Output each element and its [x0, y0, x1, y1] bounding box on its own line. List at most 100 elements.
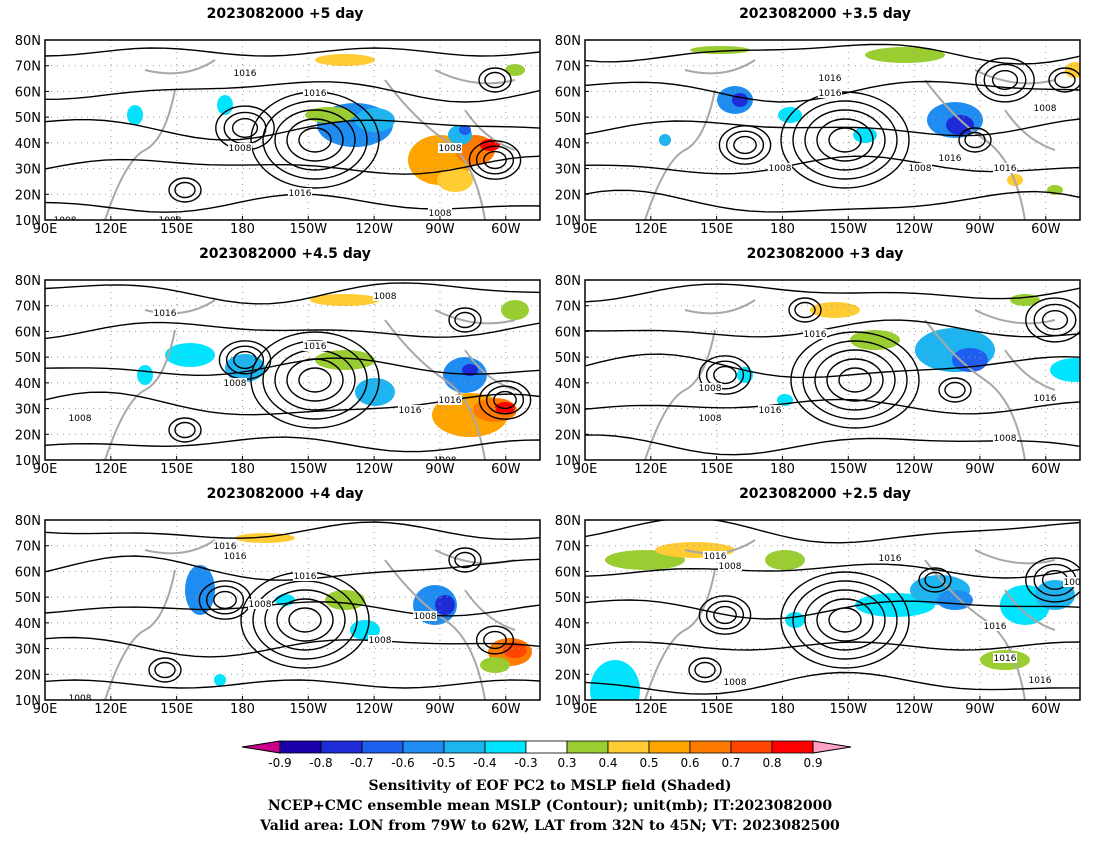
contour-label: 1008 — [429, 209, 452, 219]
mslp-contour — [205, 585, 245, 615]
contour-label: 1000 — [1064, 578, 1085, 588]
mslp-contour — [45, 47, 540, 57]
lon-tick-label: 60W — [491, 462, 521, 477]
contour-label-bg — [68, 693, 92, 700]
lon-tick-label: 90W — [965, 222, 995, 237]
colorbar-label: -0.9 — [268, 756, 291, 768]
mslp-contour — [713, 605, 737, 625]
lat-tick-label: 80N — [15, 514, 41, 529]
lon-tick-label: 90W — [425, 462, 455, 477]
lon-tick-label: 90E — [573, 462, 598, 477]
contour-label-bg — [1028, 675, 1052, 685]
contour-label-bg — [698, 413, 722, 423]
mslp-contour — [725, 130, 765, 160]
lat-tick-label: 40N — [15, 377, 41, 392]
contour-label-bg — [438, 143, 462, 153]
contour-label-bg — [1033, 103, 1057, 113]
contour-label-bg — [818, 73, 842, 83]
sensitivity-shade — [765, 550, 805, 570]
lat-tick-label: 40N — [15, 617, 41, 632]
mslp-contour — [585, 520, 1080, 544]
colorbar-label: 0.8 — [762, 756, 781, 768]
contour-label-bg — [908, 163, 932, 173]
colorbar-swatch — [689, 740, 732, 754]
contour-label-bg — [233, 68, 257, 78]
sensitivity-shade — [443, 357, 487, 393]
mslp-contour — [45, 555, 540, 581]
contour-label-bg — [288, 188, 312, 198]
lon-tick-label: 90E — [33, 222, 58, 237]
lat-tick-label: 80N — [15, 274, 41, 289]
sensitivity-shade — [785, 612, 805, 628]
contour-label: 1008 — [699, 384, 722, 394]
sensitivity-shade — [855, 593, 935, 617]
lat-tick-label: 70N — [15, 300, 41, 315]
mslp-contour — [274, 109, 356, 171]
contour-label-bg — [248, 599, 272, 609]
mslp-contour — [983, 63, 1027, 97]
mslp-contour — [816, 598, 874, 642]
lon-tick-label: 120W — [355, 702, 393, 717]
contour-label: 1008 — [54, 216, 77, 226]
lat-tick-label: 40N — [555, 377, 581, 392]
lat-tick-label: 10N — [555, 214, 581, 229]
mslp-contour — [148, 657, 182, 683]
map-plus5: 1016 1016 1008 1008 1016 1008 1008 1008 80N 70N 60… — [15, 34, 541, 237]
contour-label: 1008 — [374, 292, 397, 302]
mslp-contour — [231, 117, 259, 138]
caption-line-1: Sensitivity of EOF PC2 to MSLP field (Sh… — [368, 778, 732, 794]
mslp-contour — [585, 599, 1080, 620]
lon-tick-label: 90W — [425, 222, 455, 237]
contour-label-bg — [993, 163, 1017, 173]
mslp-contour — [938, 377, 972, 403]
lat-tick-label: 80N — [15, 34, 41, 49]
mslp-contour — [493, 390, 517, 410]
lat-tick-label: 20N — [555, 428, 581, 443]
contour-label-bg — [223, 551, 247, 561]
sensitivity-shade — [459, 125, 471, 135]
colorbar-swatch — [279, 740, 322, 754]
lat-tick-label: 60N — [15, 325, 41, 340]
coastline — [104, 539, 516, 700]
contour-label: 1016 — [439, 396, 462, 406]
colorbar-swatch — [648, 740, 691, 754]
contour-label: 1016 — [214, 542, 237, 552]
mslp-contour — [213, 590, 237, 610]
panel-plus2-5: 2023082000 +2.5 day 1016 1008 1016 1016 1000… — [540, 486, 1085, 726]
lat-tick-label: 10N — [15, 694, 41, 709]
contour-label: 1016 — [994, 654, 1017, 664]
contour-label-bg — [938, 153, 962, 163]
lon-tick-label: 120W — [895, 462, 933, 477]
contour-label-bg — [368, 635, 392, 645]
mslp-contour — [698, 355, 752, 395]
lat-tick-label: 60N — [555, 565, 581, 580]
contour-label-bg — [303, 88, 327, 98]
lon-tick-label: 120W — [895, 222, 933, 237]
lat-tick-label: 50N — [15, 351, 41, 366]
lon-tick-label: 60W — [491, 702, 521, 717]
contour-label-bg — [223, 378, 247, 388]
contour-label: 1016 — [704, 552, 727, 562]
mslp-contour — [958, 127, 992, 153]
lat-tick-label: 50N — [15, 591, 41, 606]
mslp-contour — [298, 127, 332, 153]
sensitivity-shade — [810, 302, 860, 318]
colorbar: -0.9 -0.8 -0.7 -0.6 -0.5 -0.4 -0.3 0.3 0.4 0.5 0.6… — [241, 740, 852, 768]
lon-tick-label: 150W — [829, 462, 867, 477]
map-frame — [584, 39, 1081, 221]
lon-tick-label: 90W — [965, 462, 995, 477]
contour-label: 1016 — [939, 154, 962, 164]
sensitivity-shade — [325, 590, 365, 610]
contour-label-bg — [398, 405, 422, 415]
contour-label: 1008 — [69, 414, 92, 424]
lon-tick-label: 180 — [770, 462, 795, 477]
colorbar-swatch — [607, 740, 650, 754]
sensitivity-shade — [503, 642, 527, 658]
contour-label: 1008 — [229, 144, 252, 154]
lon-tick-label: 180 — [230, 702, 255, 717]
lat-tick-label: 40N — [555, 617, 581, 632]
mslp-contour — [585, 671, 1080, 695]
contour-label-bg — [303, 341, 327, 351]
mslp-contour — [694, 661, 716, 679]
colorbar-swatch — [361, 740, 404, 754]
